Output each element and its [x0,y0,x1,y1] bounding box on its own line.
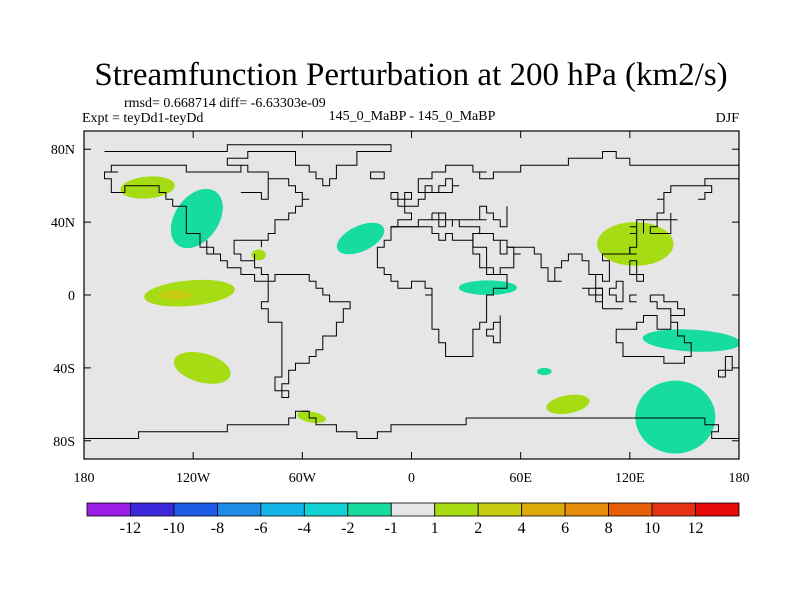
coastline-21 [615,315,692,364]
coastline-23 [724,356,733,371]
coastline-19 [629,260,644,282]
anomaly-patch-3 [158,290,192,300]
colorbar-box-5 [303,502,349,517]
colorbar-label-1: -10 [163,520,184,537]
right-string: DJF [716,111,740,126]
x-tick-label-4: 60E [509,471,532,486]
x-tick-label-5: 120E [615,471,645,486]
anomaly-patch-11 [597,222,674,266]
colorbar-box-2 [173,502,218,517]
colorbar-box-6 [347,502,392,517]
center-string: 145_0_MaBP - 145_0_MaBP [329,109,496,124]
coastlines [84,144,739,439]
coastline-3 [397,192,412,207]
y-tick-label-2: 0 [68,289,75,304]
colorbar-box-0 [86,502,131,517]
anomaly-patch-10 [546,394,590,415]
coastline-17 [608,280,624,303]
coastline-26 [84,410,310,439]
colorbar-label-12: 10 [644,520,660,537]
anomaly-patch-13 [635,380,716,454]
colorbar-box-7 [390,502,436,517]
colorbar-label-10: 6 [561,520,569,537]
colorbar-box-14 [695,502,740,517]
coastline-7 [376,219,508,357]
coastline-8 [472,233,521,275]
colorbar-box-10 [521,502,566,517]
coastline-18 [629,294,637,303]
colorbar-label-5: -2 [341,520,354,537]
colorbar-box-11 [564,502,610,517]
colorbar-box-4 [260,502,305,517]
coastline-10 [698,185,713,200]
y-tick-label-1: 40N [51,216,75,231]
coastline-13 [629,247,637,255]
anomaly-patch-6 [297,411,326,424]
y-tick-label-4: 80S [53,435,75,450]
colorbar-box-13 [651,502,696,517]
x-tick-label-2: 60W [289,471,317,486]
coastline-9 [500,172,739,296]
coastline-6 [391,205,508,228]
y-axis: 80N 40N 0 40S 80S [51,143,739,450]
coastline-4 [390,192,399,200]
anomaly-fills [120,176,739,454]
left-string: Expt = teyDd1-teyDd [82,111,203,126]
coastline-25 [486,315,501,344]
coastline-2 [370,171,385,180]
coastline-0 [104,144,392,398]
coastline-24 [718,369,726,378]
coastline-27 [302,410,739,439]
colorbar-label-13: 12 [688,520,704,537]
colorbar-label-11: 8 [605,520,613,537]
x-axis: 180 120W 60W 0 60E 120E 180 [74,131,750,486]
coastline-12 [670,213,678,221]
coastline-15 [582,287,603,309]
colorbar-label-4: -4 [298,520,311,537]
x-tick-label-3: 0 [408,471,415,486]
colorbar-label-2: -8 [211,520,224,537]
chart-title: Streamfunction Perturbation at 200 hPa (… [94,57,727,93]
y-tick-label-3: 40S [53,362,75,377]
colorbar-label-8: 2 [474,520,482,537]
anomaly-patch-0 [120,176,175,199]
coastline-20 [649,294,685,316]
stats-line: rmsd= 0.668714 diff= -6.63303e-09 [124,96,326,111]
colorbar-box-12 [608,502,653,517]
x-tick-label-1: 120W [176,471,211,486]
anomaly-patch-5 [173,351,231,384]
colorbar-box-9 [477,502,523,517]
anomaly-patch-7 [336,222,385,255]
anomaly-patch-12 [642,329,739,352]
coastline-5 [391,151,739,228]
colorbar-label-7: 1 [431,520,439,537]
coastline-1 [240,178,269,200]
colorbar: -12 -10 -8 -6 -4 -2 -1 1 2 4 6 8 10 12 [86,502,740,537]
colorbar-box-8 [434,502,479,517]
anomaly-patch-8 [458,280,518,296]
colorbar-label-9: 4 [518,520,526,537]
colorbar-label-6: -1 [385,520,398,537]
anomaly-patch-4 [251,249,266,261]
anomaly-patch-9 [537,367,552,376]
colorbar-box-3 [216,502,262,517]
colorbar-label-3: -6 [254,520,267,537]
y-tick-label-0: 80N [51,143,75,158]
x-tick-label-6: 180 [729,471,750,486]
anomaly-patch-1 [170,188,223,249]
x-tick-label-0: 180 [74,471,95,486]
colorbar-label-0: -12 [120,520,141,537]
colorbar-box-1 [130,502,175,517]
